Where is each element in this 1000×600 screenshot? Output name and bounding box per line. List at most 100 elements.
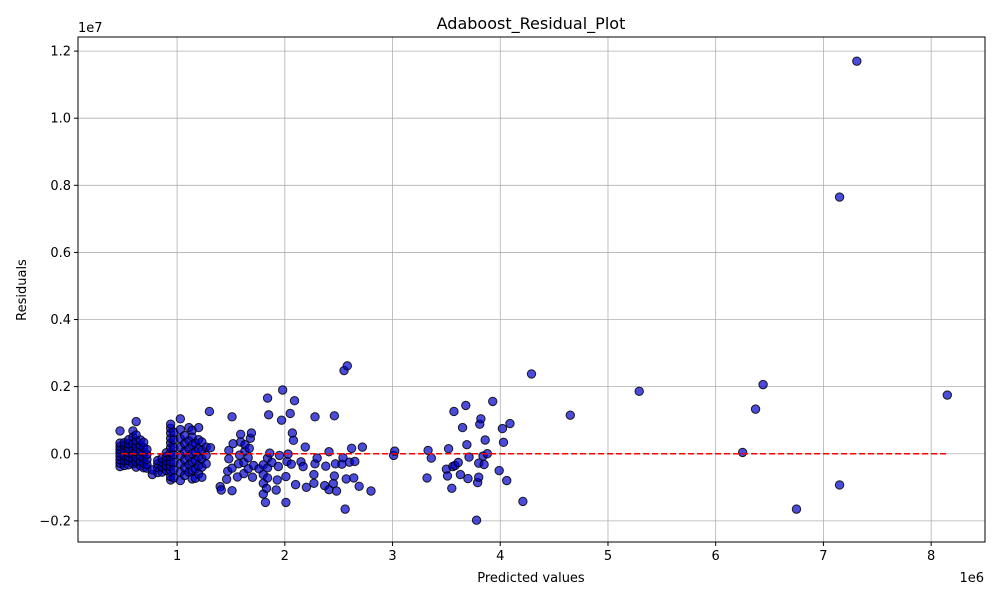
- data-point: [285, 408, 295, 419]
- data-point: [357, 442, 368, 452]
- data-points: [115, 56, 952, 525]
- data-point: [518, 496, 528, 507]
- data-point: [247, 472, 258, 482]
- data-point: [301, 482, 312, 493]
- y-tick-label: 0.0: [50, 447, 71, 462]
- data-point: [463, 473, 473, 484]
- data-point: [262, 473, 273, 483]
- data-point: [221, 474, 232, 484]
- data-point: [228, 438, 238, 449]
- data-point: [494, 465, 504, 476]
- data-point: [471, 515, 482, 525]
- data-point: [227, 412, 237, 422]
- data-point: [423, 445, 433, 456]
- data-point: [243, 453, 253, 463]
- data-point: [227, 485, 237, 496]
- data-point: [286, 459, 296, 469]
- x-tick-label: 6: [712, 549, 720, 564]
- data-point: [298, 461, 308, 472]
- data-point: [488, 396, 498, 407]
- data-point: [193, 422, 204, 433]
- data-point: [366, 486, 376, 496]
- data-point: [340, 504, 350, 514]
- data-point: [497, 423, 508, 434]
- data-point: [942, 390, 952, 400]
- data-point: [276, 415, 287, 425]
- y-axis-label: Residuals: [15, 259, 30, 321]
- x-tick-label: 2: [281, 549, 289, 564]
- data-point: [457, 422, 468, 433]
- y-tick-label: 1.2: [50, 45, 71, 60]
- data-point: [447, 483, 457, 494]
- data-point: [476, 414, 486, 424]
- data-point: [290, 479, 301, 490]
- data-point: [426, 453, 437, 463]
- data-point: [165, 419, 176, 429]
- data-point: [834, 192, 845, 202]
- data-point: [272, 475, 282, 485]
- data-point: [331, 486, 342, 496]
- data-point: [175, 414, 186, 424]
- data-point: [321, 461, 331, 471]
- y-tick-label: −0.2: [39, 514, 71, 529]
- data-point: [464, 452, 474, 462]
- data-point: [246, 428, 257, 438]
- plot-frame: [77, 36, 986, 543]
- x-tick-label: 8: [927, 549, 935, 564]
- data-point: [346, 443, 357, 454]
- data-point: [462, 439, 472, 450]
- data-point: [455, 469, 466, 480]
- chart-title: Adaboost_Residual_Plot: [437, 14, 626, 34]
- data-point: [300, 442, 310, 452]
- data-point: [281, 497, 291, 508]
- data-point: [201, 450, 211, 461]
- x-tick-label: 1: [173, 549, 181, 564]
- y-tick-label: 0.4: [50, 313, 71, 328]
- data-point: [310, 412, 320, 422]
- x-exponent-label: 1e6: [959, 571, 984, 586]
- data-point: [461, 400, 471, 411]
- data-point: [852, 56, 862, 66]
- data-point: [834, 480, 845, 490]
- data-point: [329, 411, 340, 421]
- data-point: [737, 447, 748, 458]
- data-point: [502, 475, 512, 486]
- data-point: [498, 437, 509, 448]
- data-point: [309, 478, 319, 488]
- data-point: [443, 444, 454, 454]
- data-point: [277, 385, 288, 395]
- data-point: [750, 404, 761, 414]
- x-tick-label: 4: [496, 549, 504, 564]
- data-point: [324, 447, 334, 457]
- data-point: [341, 474, 351, 484]
- data-point: [442, 471, 453, 481]
- data-point: [422, 473, 432, 483]
- data-point: [329, 471, 340, 481]
- data-point: [312, 453, 322, 463]
- data-point: [350, 456, 360, 467]
- data-point: [131, 416, 141, 427]
- data-point: [227, 463, 237, 473]
- data-point: [261, 483, 272, 494]
- data-point: [273, 461, 284, 472]
- data-point: [565, 410, 575, 420]
- y-exponent-label: 1e7: [78, 21, 103, 36]
- y-axis-ticks: −0.2 0.0 0.2 0.4 0.6 0.8 1.0 1.2: [39, 45, 78, 529]
- data-point: [634, 386, 644, 397]
- data-point: [142, 444, 152, 455]
- data-point: [309, 469, 319, 480]
- y-tick-label: 0.2: [50, 380, 71, 395]
- x-tick-label: 3: [388, 549, 396, 564]
- data-point: [453, 457, 463, 468]
- data-point: [216, 485, 226, 495]
- data-point: [274, 450, 285, 461]
- data-point: [791, 504, 802, 514]
- data-point: [474, 472, 484, 482]
- data-point: [263, 410, 274, 420]
- x-tick-label: 5: [604, 549, 612, 564]
- data-point: [349, 473, 359, 483]
- data-point: [244, 443, 254, 454]
- data-point: [354, 481, 364, 491]
- data-point: [288, 435, 299, 446]
